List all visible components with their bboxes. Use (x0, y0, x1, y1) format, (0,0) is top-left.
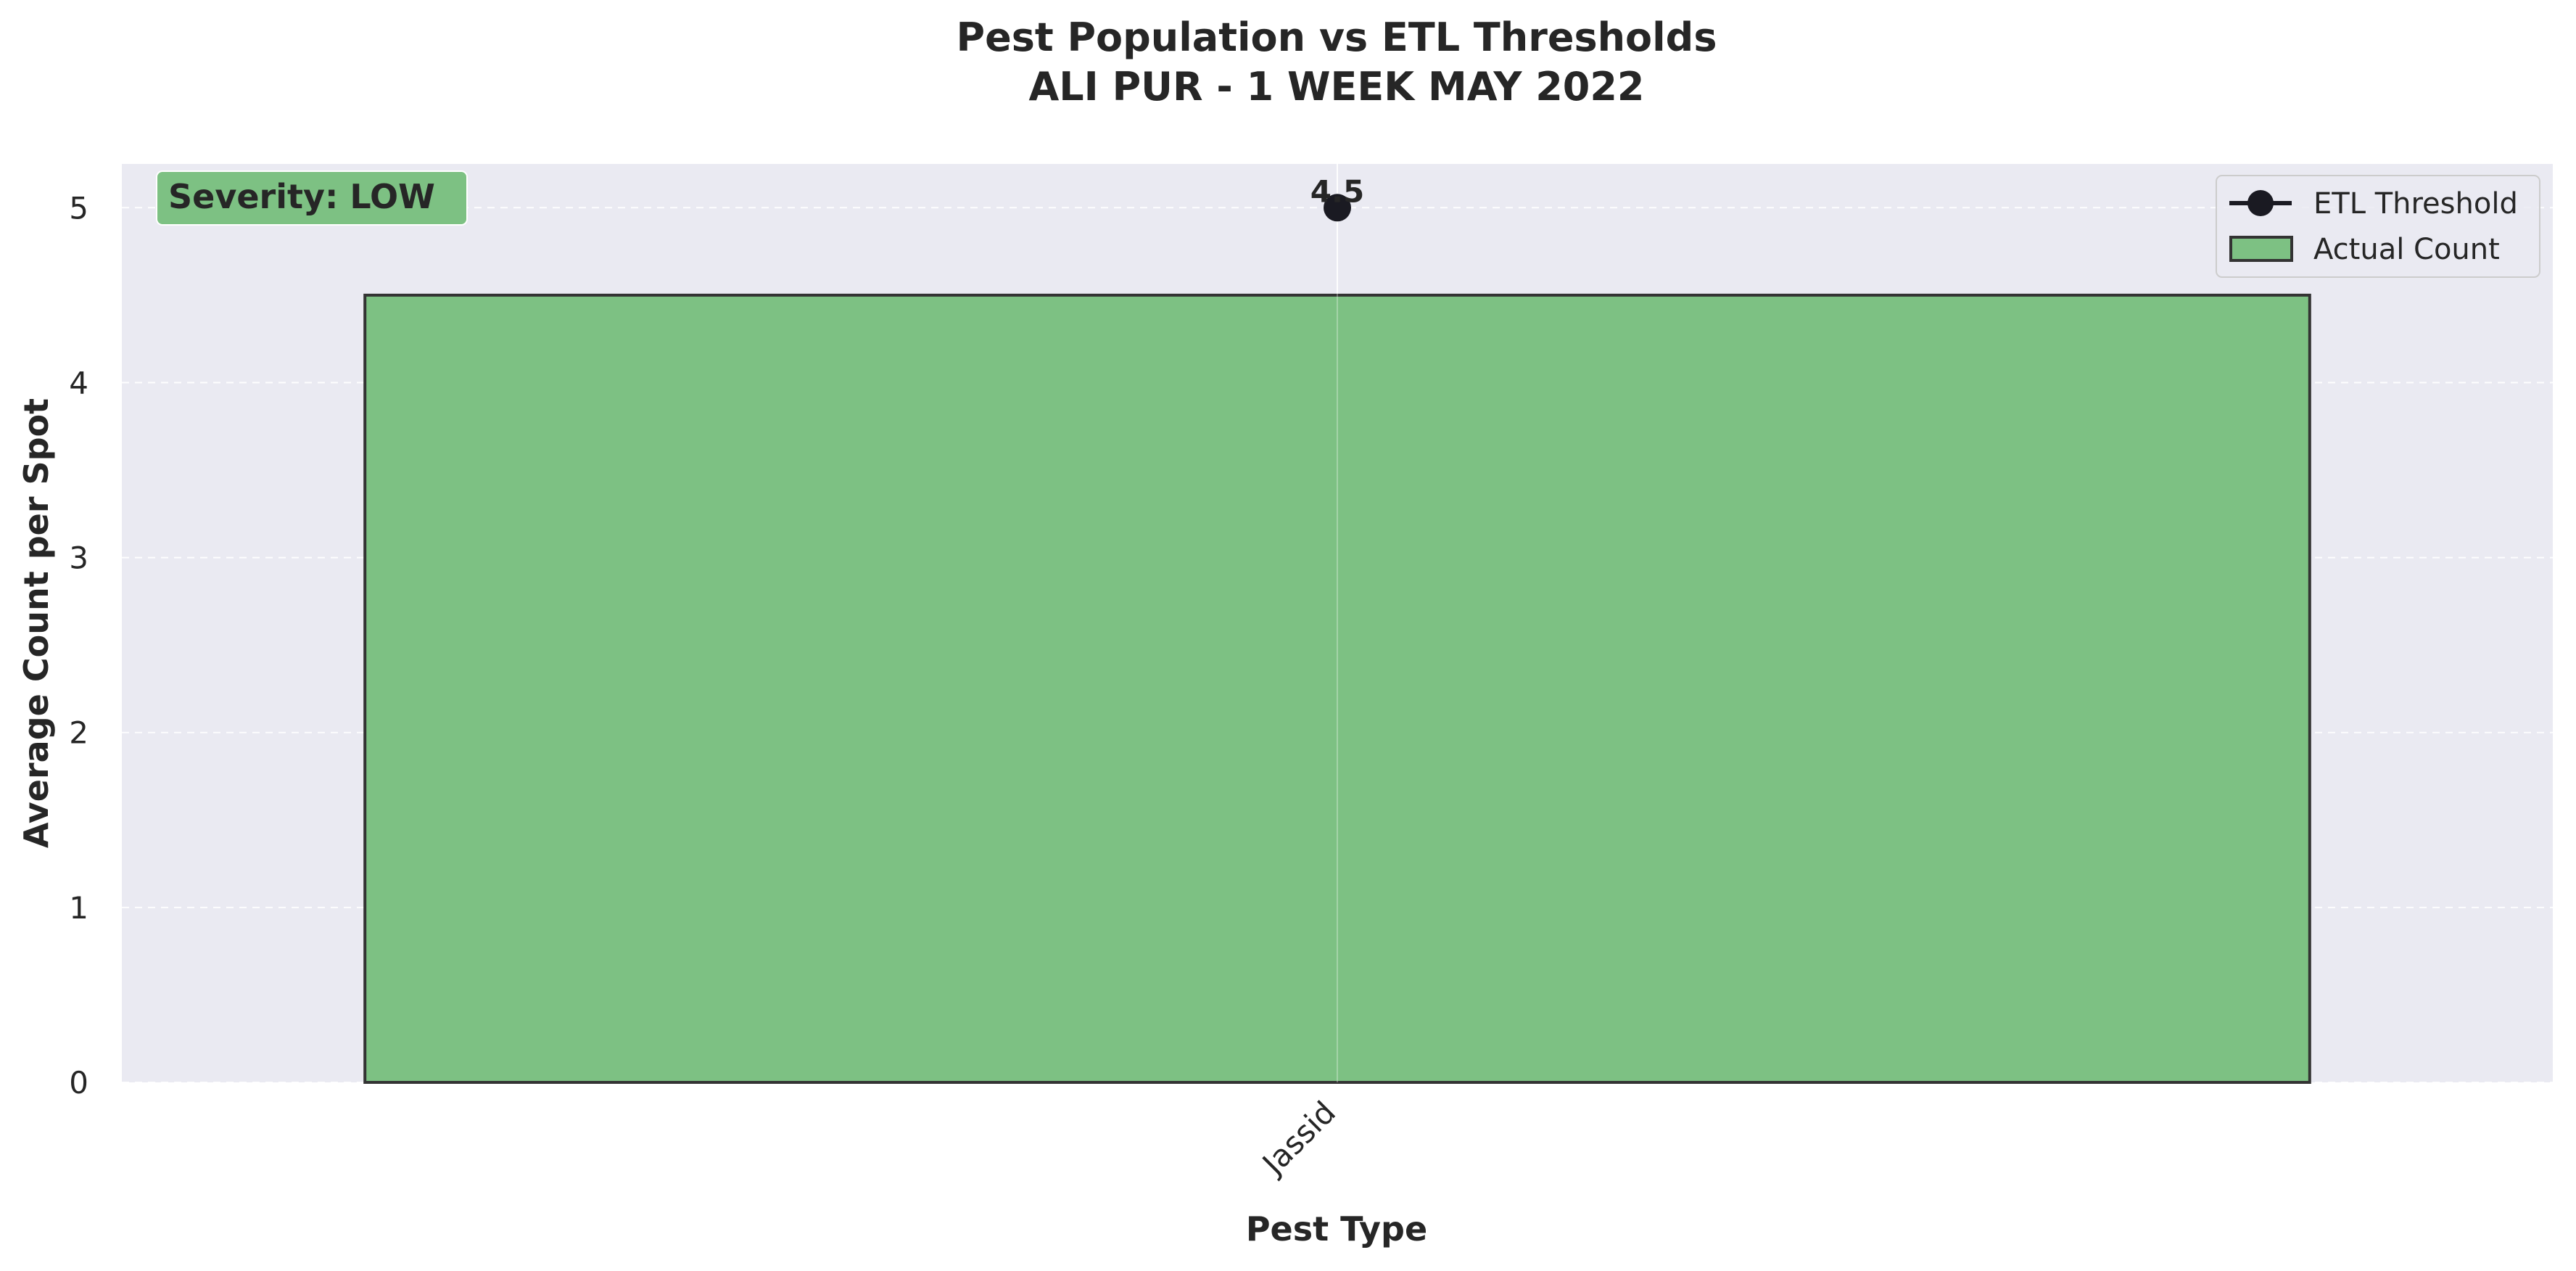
y-tick-label: 1 (69, 890, 88, 926)
chart-title: Pest Population vs ETL Thresholds (957, 15, 1717, 60)
y-tick-label: 0 (69, 1065, 88, 1101)
markers: 4.5 (1310, 173, 1364, 222)
y-tick-label: 5 (69, 190, 88, 226)
y-tick-labels: 0 1 2 3 4 5 (69, 190, 88, 1101)
y-tick-label: 2 (69, 715, 88, 751)
severity-text: Severity: LOW (168, 177, 435, 216)
etl-marker-jassid (1324, 194, 1351, 222)
bar-jassid (363, 293, 2311, 1084)
legend: ETL Threshold Actual Count (2216, 175, 2540, 278)
bar-value-label: 4.5 (1310, 173, 1364, 209)
y-tick-label: 4 (69, 365, 88, 400)
chart-subtitle: ALI PUR - 1 WEEK MAY 2022 (1028, 64, 1644, 110)
y-axis-label: Average Count per Spot (17, 398, 56, 848)
legend-bar-label: Actual Count (2313, 233, 2500, 266)
bars (363, 164, 2311, 1084)
legend-etl-label: ETL Threshold (2313, 187, 2518, 221)
legend-etl-marker-icon (2247, 190, 2274, 216)
legend-bar-swatch-icon (2229, 236, 2293, 262)
y-tick-label: 3 (69, 540, 88, 576)
severity-annotation: Severity: LOW (156, 170, 468, 226)
severity-box (156, 170, 468, 226)
x-axis-label: Pest Type (1246, 1209, 1427, 1249)
legend-box (2216, 175, 2540, 278)
